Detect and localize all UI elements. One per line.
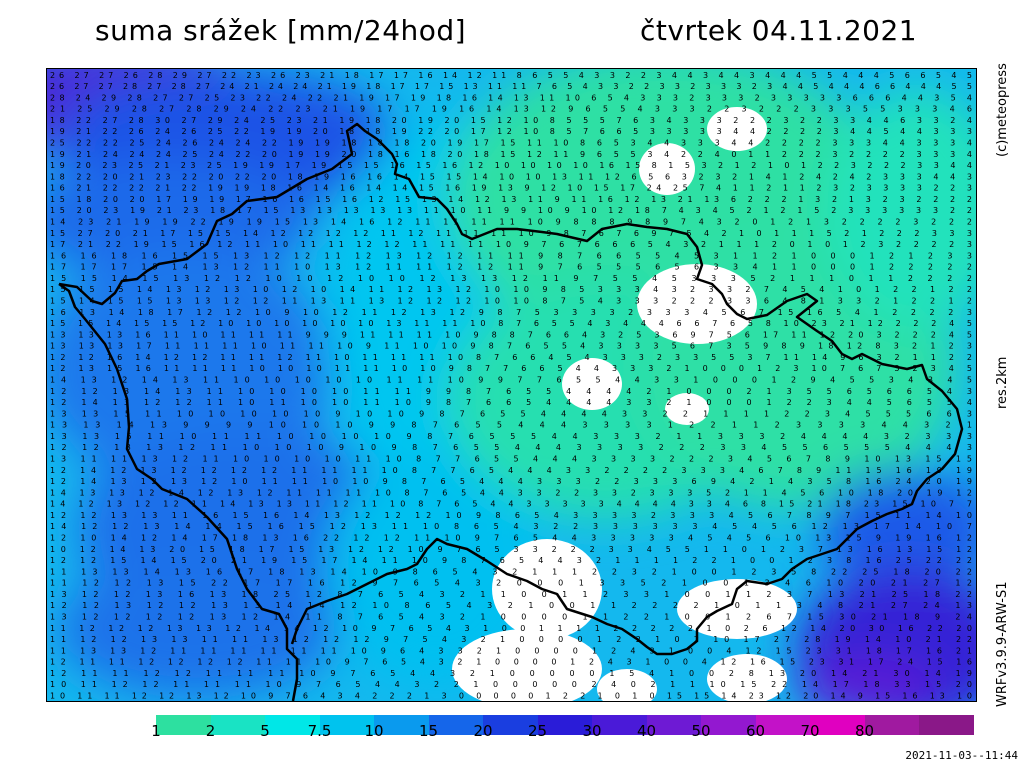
legend-swatch [483, 715, 538, 735]
dry-areas [452, 107, 797, 701]
precip-value-row: 12 12 15 14 15 20 21 19 15 17 14 11 10 9… [50, 556, 972, 565]
legend-swatch [537, 715, 592, 735]
precip-value-row: 13 13 13 17 11 11 11 10 11 11 10 9 11 10… [50, 342, 972, 351]
precip-value-row: 19 21 22 26 24 26 25 22 19 19 20 18 18 1… [50, 127, 972, 136]
map-date: čtvrtek 04.11.2021 [640, 14, 918, 47]
legend-tick-label: 80 [854, 722, 875, 740]
legend-swatch [755, 715, 810, 735]
legend-swatch [319, 715, 374, 735]
precip-value-row: 26 27 27 26 28 29 27 22 23 26 23 21 18 1… [50, 71, 972, 80]
precip-value-row: 19 21 24 24 24 25 24 22 20 19 19 20 18 1… [50, 150, 972, 159]
legend-swatch [265, 715, 320, 735]
legend-tick-label: 20 [473, 722, 493, 740]
precip-value-row: 14 23 21 19 19 22 19 19 15 13 14 16 12 1… [50, 218, 972, 227]
legend-tick-label: 5 [260, 722, 270, 740]
precip-value-row: 17 17 17 15 14 13 12 11 10 13 12 11 11 1… [50, 263, 972, 272]
precip-value-row: 15 27 20 21 17 15 15 14 12 12 12 12 11 1… [50, 229, 972, 238]
legend-tick-label: 70 [800, 722, 820, 740]
precip-value-row: 10 11 11 12 12 13 12 10 9 7 6 4 3 4 2 2 … [50, 692, 972, 701]
precip-value-row: 14 13 13 12 14 12 13 12 11 11 11 10 8 7 … [50, 488, 972, 497]
precip-value-row: 15 18 20 20 17 19 19 17 16 16 15 16 12 1… [50, 195, 972, 204]
precip-value-row: 12 14 12 13 12 12 12 12 11 11 11 10 8 7 … [50, 466, 972, 475]
precip-value-row: 12 14 13 12 13 12 10 11 11 10 10 9 8 7 6… [50, 477, 972, 486]
precip-value-row: 13 13 14 13 9 9 9 9 10 10 10 9 9 8 7 6 5… [50, 421, 972, 430]
legend-swatch [810, 715, 865, 735]
generation-timestamp: 2021-11-03--11:44 [905, 749, 1018, 762]
map-title: suma srážek [mm/24hod] [95, 14, 467, 47]
precip-value-row: 13 13 13 16 11 10 11 11 11 9 9 9 11 11 1… [50, 330, 972, 339]
legend-swatch [919, 715, 974, 735]
precip-field [47, 69, 976, 701]
precip-value-row: 18 22 20 21 23 22 20 22 20 18 19 16 16 1… [50, 172, 972, 181]
precip-value-row: 13 13 15 11 10 10 10 10 10 9 10 10 9 8 7… [50, 409, 972, 418]
resolution-label: res.2km [995, 356, 1010, 409]
precipitation-map: 26 27 27 26 28 29 27 22 23 26 23 21 18 1… [46, 68, 977, 702]
legend-swatch [701, 715, 756, 735]
precip-value-row: 14 12 13 12 12 11 14 13 13 11 12 11 10 8… [50, 500, 972, 509]
precip-value-row: 16 16 18 16 15 15 13 12 12 11 12 13 12 1… [50, 251, 972, 260]
precip-value-row: 25 22 22 25 24 26 24 24 22 19 19 18 18 1… [50, 139, 972, 148]
precip-value-row: 13 13 15 11 10 11 11 10 10 10 10 9 8 7 6… [50, 432, 972, 441]
precip-value-row: 11 12 12 13 13 11 11 13 12 12 12 9 7 5 4… [50, 635, 972, 644]
legend-tick-label: 7.5 [307, 722, 332, 740]
precip-value-row: 15 15 14 15 15 12 10 10 10 10 10 10 13 1… [50, 319, 972, 328]
legend-swatch [428, 715, 483, 735]
legend-swatch [156, 715, 211, 735]
precip-value-row: 12 12 13 14 13 11 10 10 10 10 11 11 9 9 … [50, 387, 972, 396]
precip-value-row: 15 15 14 15 13 12 12 10 10 12 10 10 12 1… [50, 274, 972, 283]
legend-swatch [374, 715, 429, 735]
legend-tick-label: 2 [205, 722, 216, 740]
legend-color-bar [156, 715, 974, 735]
precip-value-row: 12 14 13 12 12 11 10 11 10 10 11 10 9 8 … [50, 398, 972, 407]
color-legend [156, 715, 974, 735]
precip-value-row: 12 11 11 12 12 11 11 11 10 9 7 6 5 4 4 3… [50, 669, 972, 678]
precip-value-row: 17 21 22 19 15 16 12 11 10 11 11 12 12 1… [50, 240, 972, 249]
legend-tick-label: 10 [364, 722, 384, 740]
legend-tick-label: 25 [527, 722, 548, 740]
legend-swatch [646, 715, 701, 735]
precip-value-row: 16 21 22 22 21 22 19 19 18 16 14 16 14 1… [50, 184, 972, 193]
legend-tick-label: 30 [582, 722, 602, 740]
legend-tick-label: 50 [691, 722, 711, 740]
precip-value-row: 18 22 27 28 30 27 29 24 25 23 21 19 18 2… [50, 116, 972, 125]
copyright-label: (c)meteopress [995, 63, 1010, 157]
country-border [58, 122, 964, 701]
legend-swatch [592, 715, 647, 735]
legend-tick-label: 15 [418, 722, 439, 740]
legend-tick-label: 40 [636, 722, 657, 740]
legend-tick-labels: 1 2 5 7.5 10 15 20 25 30 40 50 60 70 80 [0, 722, 1024, 742]
legend-swatch [864, 715, 919, 735]
legend-swatch [210, 715, 265, 735]
precip-value-row: 12 12 13 12 12 13 13 14 14 12 10 8 6 5 4… [50, 601, 972, 610]
model-label: WRFv3.9.9-ARW-S1 [995, 581, 1010, 707]
legend-tick-label: 1 [151, 722, 161, 740]
precip-value-row: 14 13 12 14 13 11 10 10 10 10 10 11 11 1… [50, 376, 972, 385]
legend-tick-label: 60 [745, 722, 766, 740]
